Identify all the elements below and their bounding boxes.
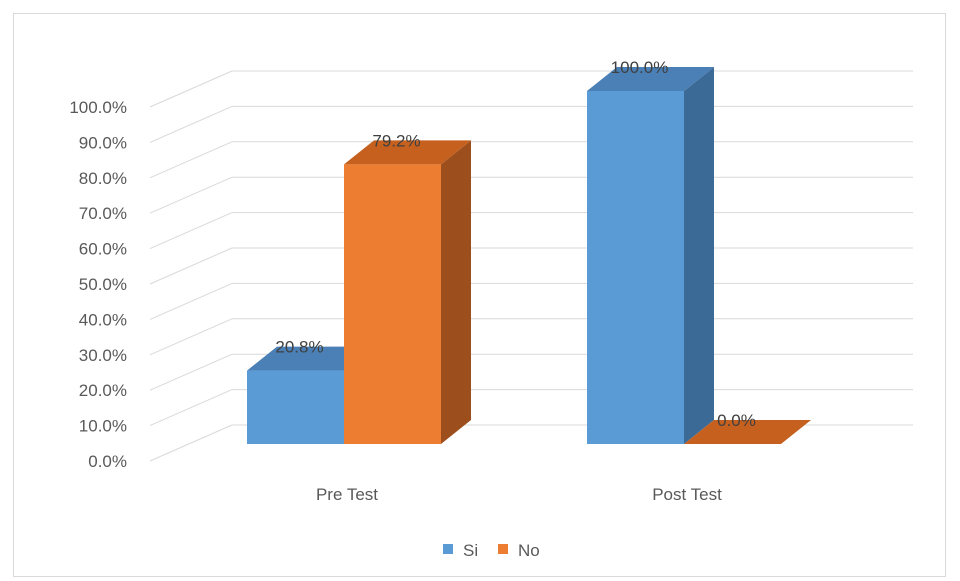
bar-top [247, 346, 374, 371]
bar-front [587, 91, 684, 444]
y-tick-label: 20.0% [79, 381, 127, 400]
bars [247, 67, 811, 444]
legend-label: Si [463, 541, 478, 560]
bar-side [441, 140, 471, 444]
y-tick-label: 10.0% [79, 417, 127, 436]
y-tick-label: 50.0% [79, 275, 127, 294]
bar-front [247, 370, 344, 444]
y-tick-label: 80.0% [79, 169, 127, 188]
gridline-diagonal [149, 424, 233, 462]
legend: Si No [443, 541, 540, 560]
gridline-diagonal [149, 176, 233, 214]
bar-no-1 [684, 420, 811, 444]
gridline-diagonal [149, 389, 233, 427]
legend-item-si: Si [443, 541, 478, 560]
category-label: Post Test [652, 485, 722, 504]
y-tick-label: 0.0% [88, 452, 127, 471]
category-label: Pre Test [316, 485, 378, 504]
data-label: 79.2% [372, 131, 420, 150]
legend-label: No [518, 541, 540, 560]
gridline-diagonal [149, 212, 233, 250]
data-labels: 20.8% 79.2% 100.0% 0.0% [275, 58, 755, 430]
bar-no-0 [344, 140, 471, 444]
chart-frame [13, 13, 946, 577]
y-tick-label: 40.0% [79, 310, 127, 329]
legend-swatch [498, 544, 508, 554]
gridline-diagonal [149, 282, 233, 320]
gridline-diagonal [149, 141, 233, 179]
y-tick-label: 100.0% [69, 98, 127, 117]
gridline-diagonal [149, 318, 233, 356]
y-axis-ticks: 0.0% 10.0% 20.0% 30.0% 40.0% 50.0% 60.0% 70.0% 8… [69, 98, 127, 471]
data-label: 100.0% [611, 58, 669, 77]
legend-item-no: No [498, 541, 540, 560]
category-labels: Pre Test Post Test [316, 485, 722, 504]
gridline-diagonal [149, 70, 233, 108]
bar-front [344, 164, 441, 444]
y-tick-label: 70.0% [79, 204, 127, 223]
bar-si-1 [587, 67, 714, 444]
bar-top [587, 67, 714, 91]
gridline-diagonal [149, 247, 233, 285]
data-label: 20.8% [275, 338, 323, 357]
y-tick-label: 90.0% [79, 133, 127, 152]
data-label: 0.0% [717, 411, 756, 430]
gridline-diagonal [149, 105, 233, 143]
legend-swatch [443, 544, 453, 554]
bar-top [684, 420, 811, 444]
y-tick-label: 30.0% [79, 346, 127, 365]
bar-top [344, 140, 471, 165]
bar-side [684, 67, 714, 444]
gridline-diagonal [149, 353, 233, 391]
y-tick-label: 60.0% [79, 240, 127, 259]
